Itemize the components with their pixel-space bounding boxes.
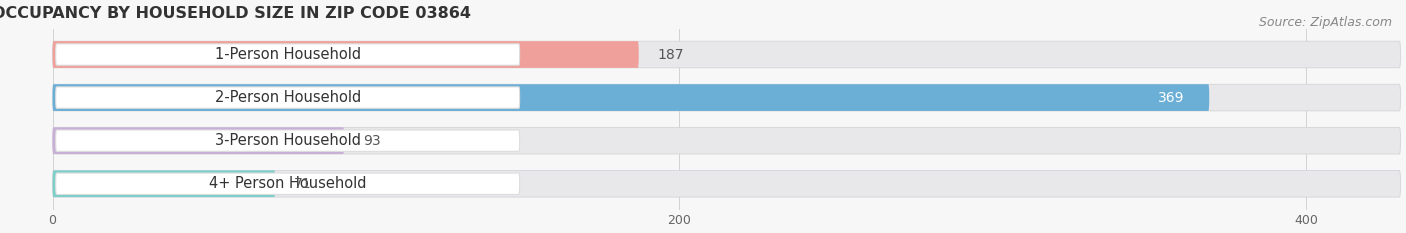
FancyBboxPatch shape <box>56 87 520 108</box>
Text: Source: ZipAtlas.com: Source: ZipAtlas.com <box>1258 16 1392 29</box>
FancyBboxPatch shape <box>52 127 344 154</box>
Text: 93: 93 <box>363 134 381 148</box>
FancyBboxPatch shape <box>56 44 520 65</box>
Text: 3-Person Household: 3-Person Household <box>215 133 361 148</box>
FancyBboxPatch shape <box>52 127 1400 154</box>
Text: 187: 187 <box>658 48 685 62</box>
Text: OCCUPANCY BY HOUSEHOLD SIZE IN ZIP CODE 03864: OCCUPANCY BY HOUSEHOLD SIZE IN ZIP CODE … <box>0 6 471 21</box>
FancyBboxPatch shape <box>56 173 520 194</box>
FancyBboxPatch shape <box>52 84 1209 111</box>
Text: 369: 369 <box>1157 91 1184 105</box>
Text: 4+ Person Household: 4+ Person Household <box>209 176 367 191</box>
FancyBboxPatch shape <box>52 84 1400 111</box>
Text: 71: 71 <box>294 177 312 191</box>
FancyBboxPatch shape <box>56 130 520 151</box>
FancyBboxPatch shape <box>52 41 638 68</box>
FancyBboxPatch shape <box>52 41 1400 68</box>
FancyBboxPatch shape <box>52 170 276 197</box>
FancyBboxPatch shape <box>52 170 1400 197</box>
Text: 2-Person Household: 2-Person Household <box>215 90 361 105</box>
Text: 1-Person Household: 1-Person Household <box>215 47 361 62</box>
